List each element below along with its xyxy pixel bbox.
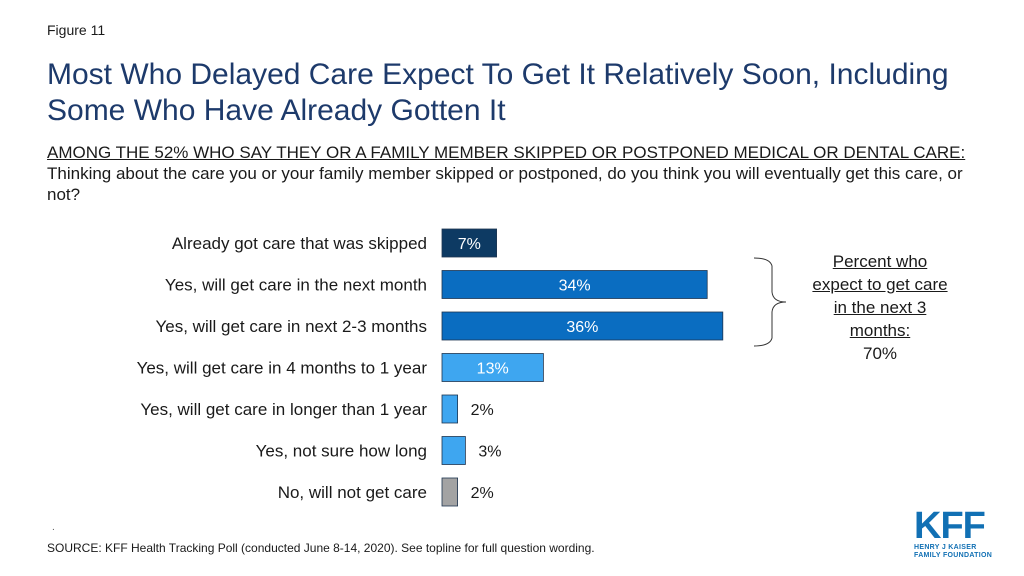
data-label: 2%	[471, 485, 494, 502]
category-label: No, will not get care	[278, 483, 427, 502]
bar	[441, 228, 497, 258]
data-label: 34%	[559, 278, 591, 295]
source-note: SOURCE: KFF Health Tracking Poll (conduc…	[47, 541, 595, 555]
figure-label: Figure 11	[47, 22, 106, 38]
category-label: Yes, not sure how long	[256, 442, 427, 461]
callout: Percent who expect to get care in the ne…	[806, 250, 954, 365]
callout-value: 70%	[862, 344, 898, 363]
category-label: Yes, will get care in longer than 1 year	[140, 400, 427, 419]
data-label: 36%	[566, 319, 598, 336]
subtitle-question: Thinking about the care you or your fami…	[47, 164, 963, 204]
bar	[441, 311, 724, 341]
callout-label: Percent who expect to get care in the ne…	[812, 252, 948, 340]
source-mark: .	[52, 522, 55, 533]
category-label: Already got care that was skipped	[172, 234, 427, 253]
bar	[441, 270, 708, 299]
data-label: 2%	[471, 402, 494, 419]
bar	[441, 477, 459, 507]
bar	[441, 394, 459, 424]
bar	[441, 353, 544, 382]
data-label: 13%	[477, 361, 509, 378]
logo-line-1: HENRY J KAISER	[914, 544, 977, 551]
callout-bracket	[753, 257, 787, 347]
kff-logo: KFF HENRY J KAISER FAMILY FOUNDATION	[914, 505, 994, 560]
chart-title: Most Who Delayed Care Expect To Get It R…	[47, 58, 949, 127]
logo-text: KFF	[914, 505, 986, 547]
logo-line-2: FAMILY FOUNDATION	[914, 552, 993, 559]
category-label: Yes, will get care in next 2-3 months	[155, 317, 427, 336]
subtitle-population: AMONG THE 52% WHO SAY THEY OR A FAMILY M…	[47, 143, 966, 162]
data-label: 3%	[478, 444, 501, 461]
category-label: Yes, will get care in 4 months to 1 year	[137, 359, 428, 378]
bar	[441, 436, 466, 465]
chart-subtitle: AMONG THE 52% WHO SAY THEY OR A FAMILY M…	[47, 142, 977, 205]
category-label: Yes, will get care in the next month	[165, 276, 427, 295]
data-label: 7%	[458, 236, 481, 253]
